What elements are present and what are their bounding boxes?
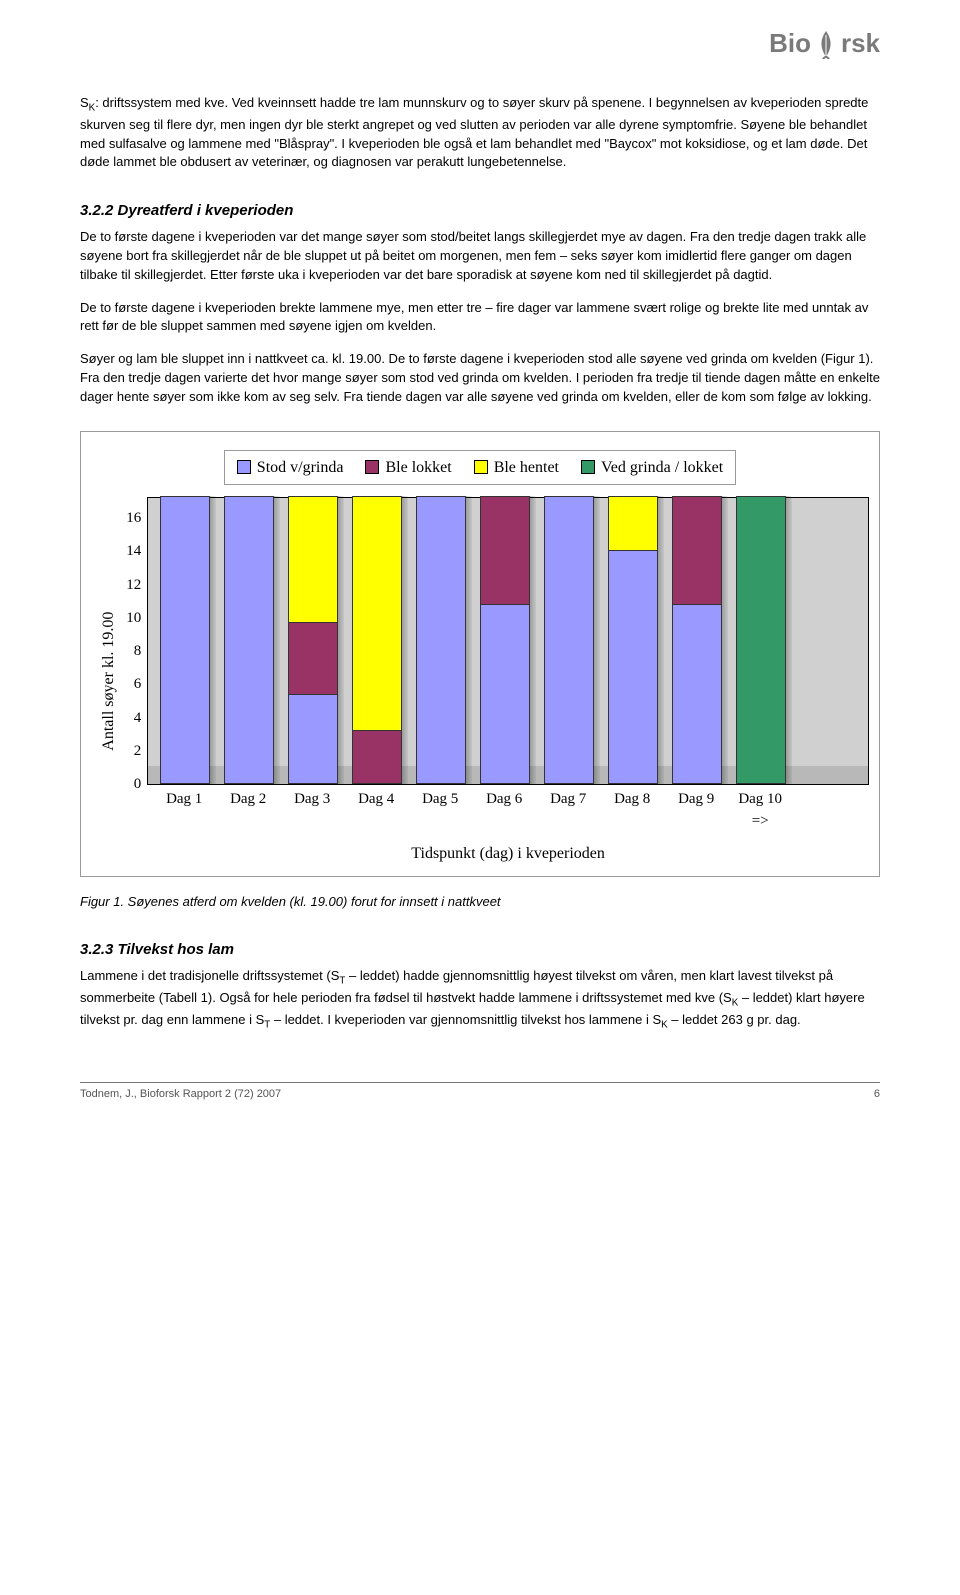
y-tick: 6 (126, 674, 141, 696)
bar-segment (672, 496, 722, 604)
chart-bar (224, 496, 274, 784)
bar-segment (288, 622, 338, 694)
chart-bar (288, 496, 338, 784)
leaf-icon (813, 29, 839, 59)
bar-segment (288, 694, 338, 784)
logo: Bio rsk (769, 25, 880, 63)
x-axis-label: Tidspunkt (dag) i kveperioden (147, 842, 869, 865)
legend-label: Stod v/grinda (257, 456, 344, 479)
x-tick: Dag 2 (223, 789, 273, 833)
y-tick: 8 (126, 641, 141, 663)
legend-swatch (237, 460, 251, 474)
figure-caption: Figur 1. Søyenes atferd om kvelden (kl. … (80, 893, 880, 912)
footer-left: Todnem, J., Bioforsk Rapport 2 (72) 2007 (80, 1087, 281, 1103)
x-tick: Dag 8 (607, 789, 657, 833)
legend-item: Ble lokket (365, 456, 451, 479)
y-tick: 12 (126, 574, 141, 596)
bar-segment (160, 496, 210, 784)
section-heading: 3.2.3 Tilvekst hos lam (80, 939, 880, 961)
legend-swatch (581, 460, 595, 474)
chart-legend: Stod v/grinda Ble lokket Ble hentet Ved gri… (224, 450, 736, 485)
chart-bar (608, 496, 658, 784)
legend-label: Ved grinda / lokket (601, 456, 723, 479)
legend-swatch (365, 460, 379, 474)
legend-swatch (474, 460, 488, 474)
bar-segment (608, 496, 658, 550)
logo-text-left: Bio (769, 25, 811, 63)
y-tick: 14 (126, 541, 141, 563)
legend-item: Ble hentet (474, 456, 559, 479)
bar-segment (672, 604, 722, 784)
chart-bar (416, 496, 466, 784)
footer-page-number: 6 (874, 1087, 880, 1103)
y-tick: 16 (126, 508, 141, 530)
chart-bar (736, 496, 786, 784)
x-tick: Dag 6 (479, 789, 529, 833)
bar-segment (544, 496, 594, 784)
body-paragraph: SK: driftssystem med kve. Ved kveinnsett… (80, 94, 880, 172)
legend-item: Ved grinda / lokket (581, 456, 723, 479)
chart-plot-area (147, 497, 869, 785)
y-tick: 2 (126, 741, 141, 763)
bar-segment (736, 496, 786, 784)
y-tick: 4 (126, 708, 141, 730)
section-heading: 3.2.2 Dyreatferd i kveperioden (80, 200, 880, 222)
bar-segment (480, 496, 530, 604)
legend-item: Stod v/grinda (237, 456, 344, 479)
x-tick: Dag 1 (159, 789, 209, 833)
chart-bar (672, 496, 722, 784)
body-paragraph: De to første dagene i kveperioden var de… (80, 228, 880, 285)
bar-segment (480, 604, 530, 784)
x-tick: Dag 9 (671, 789, 721, 833)
chart-bar (352, 496, 402, 784)
x-tick: Dag 4 (351, 789, 401, 833)
bar-segment (224, 496, 274, 784)
x-tick: Dag 10 => (735, 789, 785, 833)
x-axis-ticks: Dag 1 Dag 2 Dag 3 Dag 4 Dag 5 Dag 6 Dag 7 Dag 8… (147, 785, 869, 833)
chart-bar (480, 496, 530, 784)
x-tick: Dag 3 (287, 789, 337, 833)
body-paragraph: Søyer og lam ble sluppet inn i nattkveet… (80, 350, 880, 407)
chart-bar (544, 496, 594, 784)
bar-segment (608, 550, 658, 784)
bar-segment (288, 496, 338, 622)
y-tick: 0 (126, 774, 141, 796)
logo-text-right: rsk (841, 25, 880, 63)
chart-bar (160, 496, 210, 784)
page-footer: Todnem, J., Bioforsk Rapport 2 (72) 2007… (80, 1082, 880, 1103)
bar-segment (352, 496, 402, 730)
bar-segment (352, 730, 402, 784)
y-axis-label: Antall søyer kl. 19.00 (91, 497, 126, 866)
body-paragraph: De to første dagene i kveperioden brekte… (80, 299, 880, 337)
body-paragraph: Lammene i det tradisjonelle driftssystem… (80, 967, 880, 1032)
y-axis-ticks: 1614121086420 (126, 497, 147, 785)
chart-container: Stod v/grinda Ble lokket Ble hentet Ved gri… (80, 431, 880, 877)
legend-label: Ble lokket (385, 456, 451, 479)
legend-label: Ble hentet (494, 456, 559, 479)
x-tick: Dag 7 (543, 789, 593, 833)
bar-segment (416, 496, 466, 784)
x-tick: Dag 5 (415, 789, 465, 833)
y-tick: 10 (126, 608, 141, 630)
